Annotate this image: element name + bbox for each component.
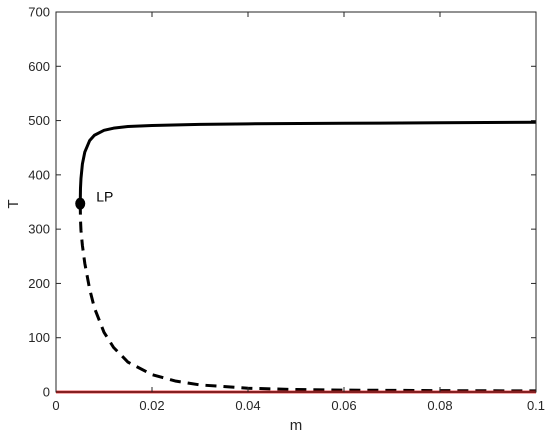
y-tick-label: 700 bbox=[28, 5, 50, 20]
lp-point-marker bbox=[75, 197, 86, 210]
y-axis-title: T bbox=[5, 199, 22, 208]
series-line-2 bbox=[78, 203, 537, 393]
y-tick-label: 500 bbox=[28, 113, 50, 128]
x-tick-label: 0.06 bbox=[331, 398, 356, 413]
plot-area bbox=[56, 12, 536, 392]
axes-box bbox=[55, 11, 537, 393]
y-tick-label: 200 bbox=[28, 276, 50, 291]
y-tick-label: 300 bbox=[28, 222, 50, 237]
x-tick-label: 0.04 bbox=[235, 398, 260, 413]
y-tick-label: 600 bbox=[28, 59, 50, 74]
x-tick-label: 0.1 bbox=[527, 398, 545, 413]
lp-label: LP bbox=[96, 189, 113, 205]
series-line-1 bbox=[78, 120, 537, 204]
ticks-layer: 0 0.02 0.04 0.06 0.08 0.1 0 100 200 300 400 500 600 7… bbox=[28, 5, 545, 414]
y-tick-label: 400 bbox=[28, 167, 50, 182]
x-tick-label: 0 bbox=[52, 398, 59, 413]
markers-layer: LP bbox=[75, 189, 113, 210]
y-tick-label: 100 bbox=[28, 330, 50, 345]
x-tick-label: 0.08 bbox=[427, 398, 452, 413]
x-tick-label: 0.02 bbox=[139, 398, 164, 413]
x-axis-title: m bbox=[290, 417, 303, 434]
y-tick-label: 0 bbox=[43, 385, 50, 400]
